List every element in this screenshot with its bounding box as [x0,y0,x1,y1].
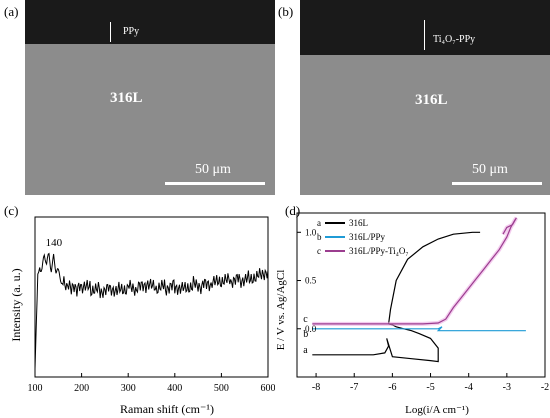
coating-layer-a [25,0,275,44]
legend-key-a: a [317,218,321,228]
raman-x-tick-label: 300 [121,383,136,394]
polarization-x-tick-label: -2 [541,382,549,393]
layer-label-b: Ti₄O₇-PPy [433,34,476,45]
legend-label-b: 316L/PPy [349,232,386,242]
polarization-y-tick-label: 0.0 [305,324,317,334]
raman-x-tick-label: 200 [74,383,89,394]
polarization-y-tick-label: 0.5 [305,276,317,286]
polarization-ticks: -8 -7 -6 -5 -4 -3 -2 0.0 0.5 1.0 [297,227,549,393]
raman-x-tick-label: 400 [167,383,182,394]
polarization-x-tick-label: -7 [350,382,358,393]
layer-arrow-b [424,20,425,50]
polarization-series: abc [303,216,526,363]
layer-label-a: PPy [123,26,140,37]
series-b-line [312,326,526,332]
polarization-y-axis-label: E / V vs. Ag/AgCl [275,270,287,351]
substrate-a [25,44,275,195]
legend-key-b: b [317,232,322,242]
raman-y-axis-label: Intensity (a. u.) [9,268,23,341]
panel-a-label: (a) [4,4,19,19]
polarization-x-tick-label: -4 [465,382,473,393]
series-b-tag: b [303,329,308,340]
polarization-x-tick-label: -5 [426,382,434,393]
raman-chart: 100 200 300 400 500 600 140 Raman shift (cm⁻¹… [9,216,276,416]
layer-arrow-a [110,22,111,42]
series-c-line [312,217,517,325]
series-a-line [312,231,481,363]
series-c-tag: c [303,314,308,325]
sem-image-b: Ti₄O₇-PPy 316L 50 μm [300,0,550,195]
polarization-x-tick-label: -8 [312,382,320,393]
raman-series-line [34,252,269,370]
raman-x-tick-label: 500 [214,383,229,394]
raman-x-axis-label: Raman shift (cm⁻¹) [120,402,214,416]
legend-label-c: 316L/PPy-Ti₄O₇ [349,246,408,256]
legend-key-c: c [317,246,321,256]
polarization-legend: a 316L b 316L/PPy c 316L/PPy-Ti₄O₇ [317,218,408,256]
raman-peak-label: 140 [46,237,63,249]
scale-label-a: 50 μm [195,162,231,177]
raman-x-tick-label: 100 [28,383,43,394]
polarization-axes [296,212,546,378]
panel-b-label: (b) [278,4,294,19]
raman-x-tick-label: 600 [261,383,276,394]
legend-label-a: 316L [349,218,368,228]
series-a-tag: a [303,345,308,356]
coating-layer-b [300,0,550,55]
raman-axes [34,216,269,378]
panel-d-label: (d) [285,203,301,218]
raman-plot-frame [34,216,269,378]
polarization-x-tick-label: -3 [503,382,511,393]
series-c-band [312,216,519,326]
substrate-b [300,55,550,195]
scale-bar-a [165,182,265,185]
polarization-plot-frame [296,212,546,378]
panel-c-label: (c) [4,203,19,218]
raman-ticks: 100 200 300 400 500 600 [28,373,276,394]
polarization-x-axis-label: Log(i/A cm⁻¹) [405,404,469,416]
substrate-label-b: 316L [415,92,448,108]
sem-image-a: PPy 316L 50 μm [25,0,275,195]
substrate-label-a: 316L [110,90,143,106]
scale-bar-b [452,182,542,185]
scale-label-b: 50 μm [472,162,508,177]
polarization-y-tick-label: 1.0 [305,227,317,237]
polarization-x-tick-label: -6 [388,382,396,393]
